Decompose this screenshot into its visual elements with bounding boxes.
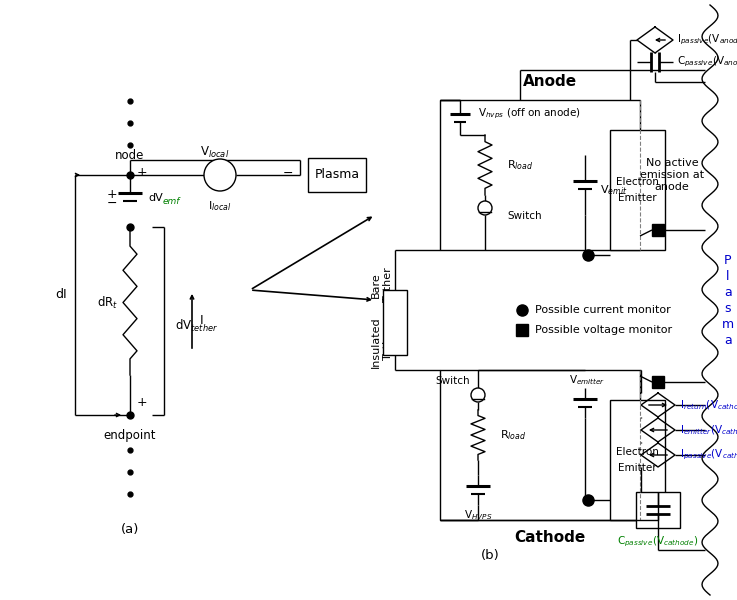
- Text: V$_{emitter}$: V$_{emitter}$: [569, 373, 605, 387]
- Text: dV: dV: [148, 193, 163, 203]
- Text: dI: dI: [55, 289, 67, 301]
- Text: (a): (a): [121, 523, 139, 536]
- Text: P: P: [724, 253, 732, 266]
- Bar: [652, 376, 664, 388]
- Text: C$_{passive}$(V$_{anode}$): C$_{passive}$(V$_{anode}$): [677, 55, 737, 69]
- Text: −: −: [107, 196, 117, 209]
- Text: V$_{local}$: V$_{local}$: [200, 145, 230, 160]
- Text: endpoint: endpoint: [104, 429, 156, 442]
- Bar: [652, 224, 664, 236]
- Bar: [440, 370, 640, 520]
- Text: Emitter: Emitter: [618, 463, 657, 473]
- Text: dV$_{tether}$: dV$_{tether}$: [175, 318, 219, 334]
- Circle shape: [471, 388, 485, 402]
- Text: s: s: [724, 301, 731, 314]
- Text: Electron: Electron: [616, 447, 659, 457]
- Bar: [636, 492, 680, 528]
- Text: I$_{emitter}$(V$_{cathode}$): I$_{emitter}$(V$_{cathode}$): [680, 423, 737, 437]
- Text: Bare
Tether: Bare Tether: [371, 268, 393, 302]
- Text: node: node: [115, 149, 144, 162]
- Text: Switch: Switch: [507, 211, 542, 221]
- Text: Electron: Electron: [616, 177, 659, 187]
- Text: R$_{load}$: R$_{load}$: [507, 158, 534, 172]
- Text: +: +: [107, 188, 117, 202]
- Bar: [610, 400, 665, 520]
- Text: dR$_t$: dR$_t$: [97, 295, 119, 311]
- Text: a: a: [724, 286, 732, 298]
- Text: l: l: [726, 269, 730, 283]
- Text: +: +: [136, 166, 147, 179]
- Text: Emitter: Emitter: [618, 193, 657, 203]
- Text: (b): (b): [481, 548, 500, 562]
- Text: I$_{return}$(V$_{cathode}$): I$_{return}$(V$_{cathode}$): [680, 398, 737, 412]
- Text: No active
emission at
anode: No active emission at anode: [640, 158, 704, 191]
- Text: −: −: [283, 166, 293, 179]
- Text: Switch: Switch: [436, 376, 470, 386]
- Text: I$_{passive}$(V$_{cathode}$): I$_{passive}$(V$_{cathode}$): [680, 448, 737, 462]
- Bar: [383, 290, 407, 355]
- Text: a: a: [724, 334, 732, 346]
- Circle shape: [204, 159, 236, 191]
- Bar: [610, 130, 665, 250]
- Text: Anode: Anode: [523, 74, 577, 89]
- Text: V$_{emit}$: V$_{emit}$: [600, 183, 627, 197]
- Bar: [516, 324, 528, 336]
- Bar: [308, 158, 366, 192]
- Text: emf: emf: [163, 196, 181, 205]
- Text: m: m: [722, 317, 734, 331]
- Text: Cathode: Cathode: [514, 530, 586, 545]
- Bar: [440, 100, 640, 250]
- Text: Insulated
Tether: Insulated Tether: [371, 317, 393, 368]
- Text: Possible current monitor: Possible current monitor: [535, 305, 671, 315]
- Text: Plasma: Plasma: [315, 169, 360, 181]
- Circle shape: [478, 201, 492, 215]
- Text: I$_{passive}$(V$_{anode}$): I$_{passive}$(V$_{anode}$): [677, 33, 737, 47]
- Text: R$_{load}$: R$_{load}$: [500, 428, 526, 442]
- Text: V$_{HVPS}$: V$_{HVPS}$: [464, 508, 492, 522]
- Text: I$_{local}$: I$_{local}$: [209, 199, 231, 213]
- Text: V$_{hvps}$ (off on anode): V$_{hvps}$ (off on anode): [478, 107, 581, 121]
- Text: C$_{passive}$(V$_{cathode}$): C$_{passive}$(V$_{cathode}$): [618, 535, 699, 549]
- Text: Possible voltage monitor: Possible voltage monitor: [535, 325, 672, 335]
- Text: I: I: [200, 314, 203, 328]
- Text: +: +: [136, 397, 147, 409]
